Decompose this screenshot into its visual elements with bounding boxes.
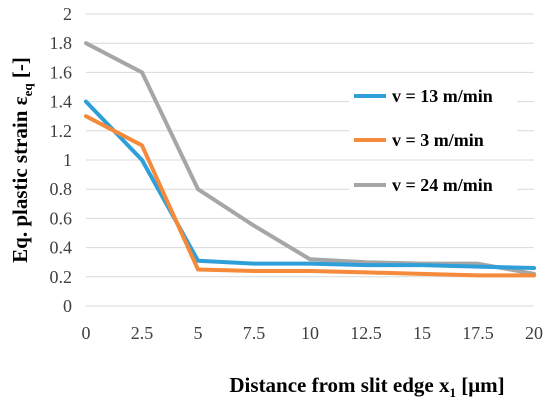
y-tick-label: 0.8 — [50, 179, 73, 199]
x-axis-title-main: Distance from slit edge x — [229, 373, 450, 397]
x-tick-label: 7.5 — [243, 323, 266, 343]
x-tick-label: 15 — [413, 323, 431, 343]
series-line — [84, 99, 536, 271]
x-axis-title-subscript: 1 — [449, 385, 456, 400]
series-line — [84, 114, 536, 278]
y-tick-label: 1.8 — [50, 33, 73, 53]
x-axis-ticks: 0 2.5 5 7.5 10 12.5 15 17.5 20 — [82, 323, 544, 343]
y-axis-title-unit: [-] — [8, 57, 32, 83]
y-tick-label: 1 — [63, 150, 72, 170]
legend-label: v = 3 m/min — [392, 130, 484, 150]
legend-label: v = 13 m/min — [392, 86, 493, 106]
x-tick-label: 20 — [525, 323, 543, 343]
x-tick-label: 2.5 — [131, 323, 154, 343]
x-tick-label: 10 — [301, 323, 319, 343]
y-axis-title: Eq. plastic strain εeq [-] — [8, 57, 35, 263]
y-tick-label: 1.2 — [50, 121, 73, 141]
gridlines — [86, 13, 534, 307]
x-axis-title-unit: [μm] — [456, 373, 505, 397]
y-tick-label: 0.2 — [50, 267, 73, 287]
series-lines — [84, 41, 536, 278]
y-axis-title-main: Eq. plastic strain ε — [8, 96, 32, 263]
legend-item: v = 24 m/min — [349, 169, 517, 200]
x-tick-label: 12.5 — [350, 323, 382, 343]
series-line — [84, 41, 536, 276]
x-tick-label: 17.5 — [462, 323, 494, 343]
x-axis-title: Distance from slit edge x1 [μm] — [229, 373, 504, 400]
legend-item: v = 13 m/min — [349, 80, 517, 111]
x-tick-label: 0 — [82, 323, 91, 343]
y-tick-label: 0.6 — [50, 208, 73, 228]
y-axis-ticks: 0 0.2 0.4 0.6 0.8 1 1.2 1.4 1.6 1.8 2 — [50, 4, 73, 316]
y-tick-label: 1.4 — [50, 92, 73, 112]
legend: v = 13 m/min v = 3 m/min v = 24 m/min — [349, 80, 517, 200]
y-axis-title-subscript: eq — [20, 83, 35, 97]
y-tick-label: 1.6 — [50, 62, 73, 82]
y-tick-label: 0 — [63, 296, 72, 316]
y-tick-label: 2 — [63, 4, 72, 24]
y-tick-label: 0.4 — [50, 238, 73, 258]
legend-label: v = 24 m/min — [392, 175, 493, 195]
legend-item: v = 3 m/min — [349, 124, 517, 155]
x-tick-label: 5 — [194, 323, 203, 343]
